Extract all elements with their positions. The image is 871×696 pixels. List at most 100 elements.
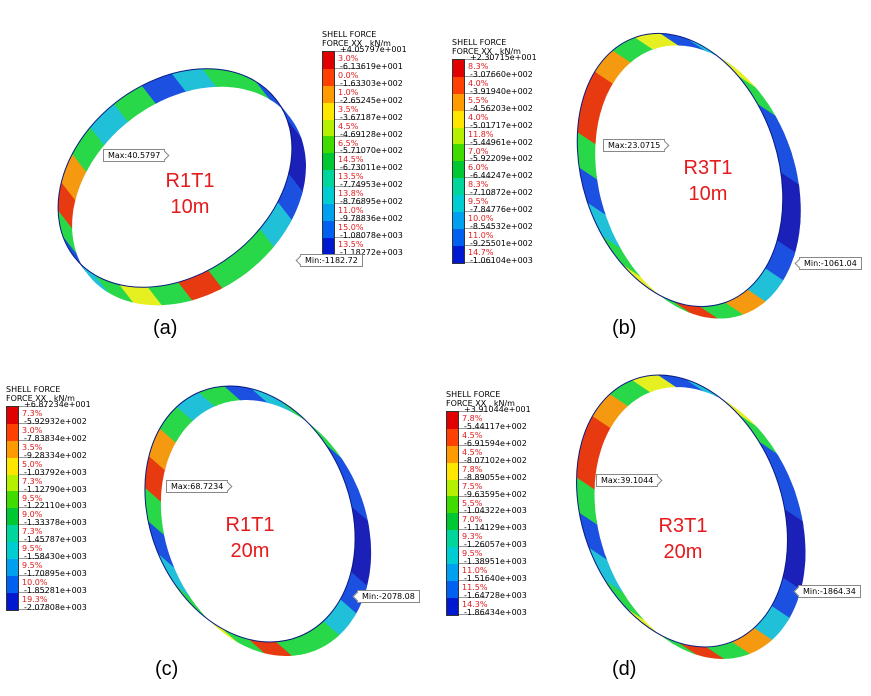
legend-value: -6.91594e+002 <box>464 438 527 448</box>
ring-segment <box>325 444 360 493</box>
legend-tick <box>335 152 363 154</box>
legend-value: -7.84776e+002 <box>470 205 533 215</box>
legend-value: -1.64728e+003 <box>464 590 527 600</box>
legend-value: -1.45787e+003 <box>24 535 87 545</box>
legend-title: SHELL FORCE <box>452 38 507 47</box>
legend-tick <box>19 524 47 526</box>
legend-tick <box>335 203 363 205</box>
legend-percent: 14.7% <box>468 247 494 257</box>
legend-value: -1.03792e+003 <box>24 467 87 477</box>
ring-segment <box>287 119 306 168</box>
ring-segment <box>278 399 324 437</box>
legend-percent: 10.0% <box>22 578 48 587</box>
ring-segment <box>674 641 724 659</box>
legend-tick <box>19 456 47 458</box>
legend-value: -9.63595e+002 <box>464 489 527 499</box>
legend-percent: 11.0% <box>338 206 364 216</box>
min-marker: Min:-1182.72 <box>300 254 363 267</box>
legend-tick <box>465 92 493 94</box>
max-marker: Max:23.0715 <box>603 139 666 152</box>
colorbar-swatch <box>453 110 464 128</box>
legend-value: -1.08078e+003 <box>340 230 403 240</box>
legend-value: -7.83834e+002 <box>24 433 87 443</box>
legend-tick <box>19 439 47 441</box>
ring-segment <box>587 542 624 593</box>
legend-value: -1.26057e+003 <box>464 540 527 550</box>
colorbar-swatch <box>453 195 464 213</box>
legend-value: -5.44961e+002 <box>470 137 533 147</box>
ring-plot-b <box>576 32 801 319</box>
legend-percent: 3.5% <box>338 104 359 114</box>
legend-tick <box>459 427 487 429</box>
colorbar <box>322 51 335 256</box>
case-name: R1T1 <box>225 514 275 536</box>
colorbar-swatch <box>323 237 334 255</box>
legend-tick <box>335 101 363 103</box>
legend-percent: 5.5% <box>462 498 483 508</box>
colorbar-swatch <box>447 513 458 531</box>
legend-tick <box>465 75 493 77</box>
legend-tick <box>335 135 363 137</box>
colorbar-swatch <box>453 228 464 246</box>
case-name: R1T1 <box>165 170 215 192</box>
legend-percent: 9.5% <box>462 549 483 559</box>
ring-segment <box>251 388 299 417</box>
caption-a: (a) <box>153 317 178 339</box>
legend-value: -1.33378e+003 <box>24 518 87 528</box>
colorbar-swatch <box>447 445 458 463</box>
colorbar-swatch <box>447 564 458 581</box>
ring-plot-a <box>57 68 306 306</box>
colorbar-swatch <box>447 462 458 480</box>
legend-tick <box>19 558 47 560</box>
ring-segment <box>602 575 645 621</box>
depth-label: 20m <box>663 541 703 563</box>
legend-tick <box>459 478 487 480</box>
colorbar-swatch <box>447 547 458 565</box>
legend-value: -1.12790e+003 <box>24 484 87 494</box>
colorbar-swatch <box>7 407 18 424</box>
legend-subtitle: FORCE XX , kN/m <box>452 47 521 56</box>
legend-percent: 7.0% <box>468 146 489 156</box>
legend-tick <box>335 220 363 221</box>
legend-percent: 10.0% <box>468 214 494 224</box>
legend-value: -5.92209e+002 <box>470 154 533 164</box>
legend-tick <box>335 67 363 69</box>
colorbar <box>446 411 459 616</box>
ring-segment <box>58 206 77 255</box>
legend-percent: 9.5% <box>22 493 43 503</box>
legend-value: -1.51640e+003 <box>464 574 527 583</box>
caption-b: (b) <box>612 317 637 339</box>
colorbar-swatch <box>7 491 18 509</box>
legend-percent: 7.3% <box>22 476 43 486</box>
ring-segment <box>192 605 238 643</box>
case-label-c: R1T1 20m <box>210 512 290 564</box>
legend-tick <box>335 84 363 86</box>
colorbar-swatch <box>323 68 334 86</box>
ring-segment <box>713 53 759 92</box>
colorbar <box>6 406 19 611</box>
ring-segment <box>658 375 708 393</box>
max-marker: Max:40.5797 <box>103 149 166 162</box>
legend-value: -6.73011e+002 <box>340 163 403 173</box>
ring-edge <box>144 385 356 643</box>
legend-value: -2.65245e+002 <box>340 95 403 105</box>
legend-a: SHELL FORCE FORCE XX , kN/m 3.0% 0.0% 1.0%… <box>322 30 407 257</box>
legend-tick <box>465 194 493 196</box>
legend-tick <box>459 495 487 497</box>
colorbar-swatch <box>453 245 464 263</box>
legend-tick <box>459 563 487 565</box>
ring-segment <box>757 103 793 155</box>
legend-percent: 7.3% <box>22 409 43 418</box>
legend-percent: 3.0% <box>338 54 359 63</box>
legend-percent: 11.0% <box>468 231 494 240</box>
colorbar-swatch <box>453 212 464 229</box>
legend-tick <box>335 51 363 52</box>
legend-percent: 15.0% <box>338 223 364 232</box>
max-marker: Max:39.1044 <box>596 474 659 487</box>
legend-tick <box>459 613 487 615</box>
caption-c: (c) <box>155 658 179 680</box>
legend-percent: 6.0% <box>468 163 489 173</box>
legend-tick <box>459 529 487 531</box>
legend-value: -1.14129e+003 <box>464 523 527 533</box>
legend-percent: 7.8% <box>462 464 483 474</box>
